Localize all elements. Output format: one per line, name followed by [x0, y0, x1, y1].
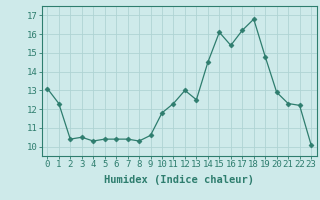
X-axis label: Humidex (Indice chaleur): Humidex (Indice chaleur) — [104, 175, 254, 185]
